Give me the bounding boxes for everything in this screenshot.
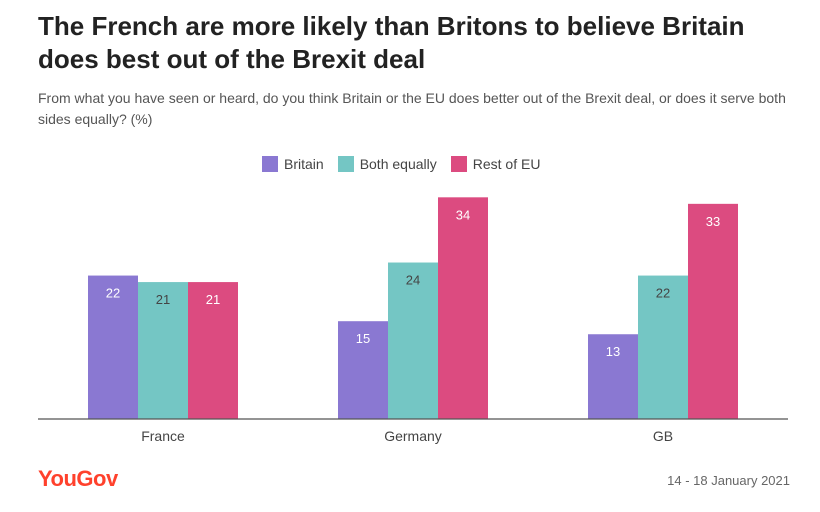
bar	[388, 262, 438, 419]
survey-date: 14 - 18 January 2021	[667, 473, 790, 488]
legend-label: Rest of EU	[472, 156, 541, 172]
category-label: France	[141, 428, 185, 444]
legend-label: Britain	[284, 156, 324, 172]
legend-swatch	[337, 156, 354, 172]
data-label: 22	[656, 286, 670, 301]
data-label: 21	[206, 292, 220, 307]
legend-label: Both equally	[359, 156, 437, 172]
chart-subtitle: From what you have seen or heard, do you…	[38, 90, 786, 127]
bar	[438, 197, 488, 419]
data-label: 22	[106, 286, 120, 301]
yougov-logo: YouGov	[38, 466, 118, 491]
bar	[638, 275, 688, 419]
data-label: 21	[156, 292, 170, 307]
bar	[188, 282, 238, 419]
data-label: 34	[456, 207, 470, 222]
bar	[338, 321, 388, 419]
bar	[88, 275, 138, 419]
legend-item: Britain	[262, 156, 324, 172]
bar	[588, 334, 638, 419]
chart-title: The French are more likely than Britons …	[38, 11, 745, 74]
data-label: 24	[406, 273, 420, 288]
data-label: 13	[606, 344, 620, 359]
bar	[688, 203, 738, 419]
legend-swatch	[262, 156, 278, 172]
bar	[138, 282, 188, 419]
legend-item: Both equally	[337, 156, 437, 172]
legend: Britain Both equally Rest of EU	[262, 155, 554, 173]
legend-swatch	[450, 156, 467, 172]
legend-item: Rest of EU	[450, 156, 541, 172]
category-label: Germany	[384, 428, 442, 444]
bar-chart: 22 21 21 France 15 24 34 Germany 13 22 33 GB	[38, 197, 788, 444]
data-label: 15	[356, 331, 370, 346]
category-label: GB	[653, 428, 673, 444]
data-label: 33	[706, 214, 720, 229]
